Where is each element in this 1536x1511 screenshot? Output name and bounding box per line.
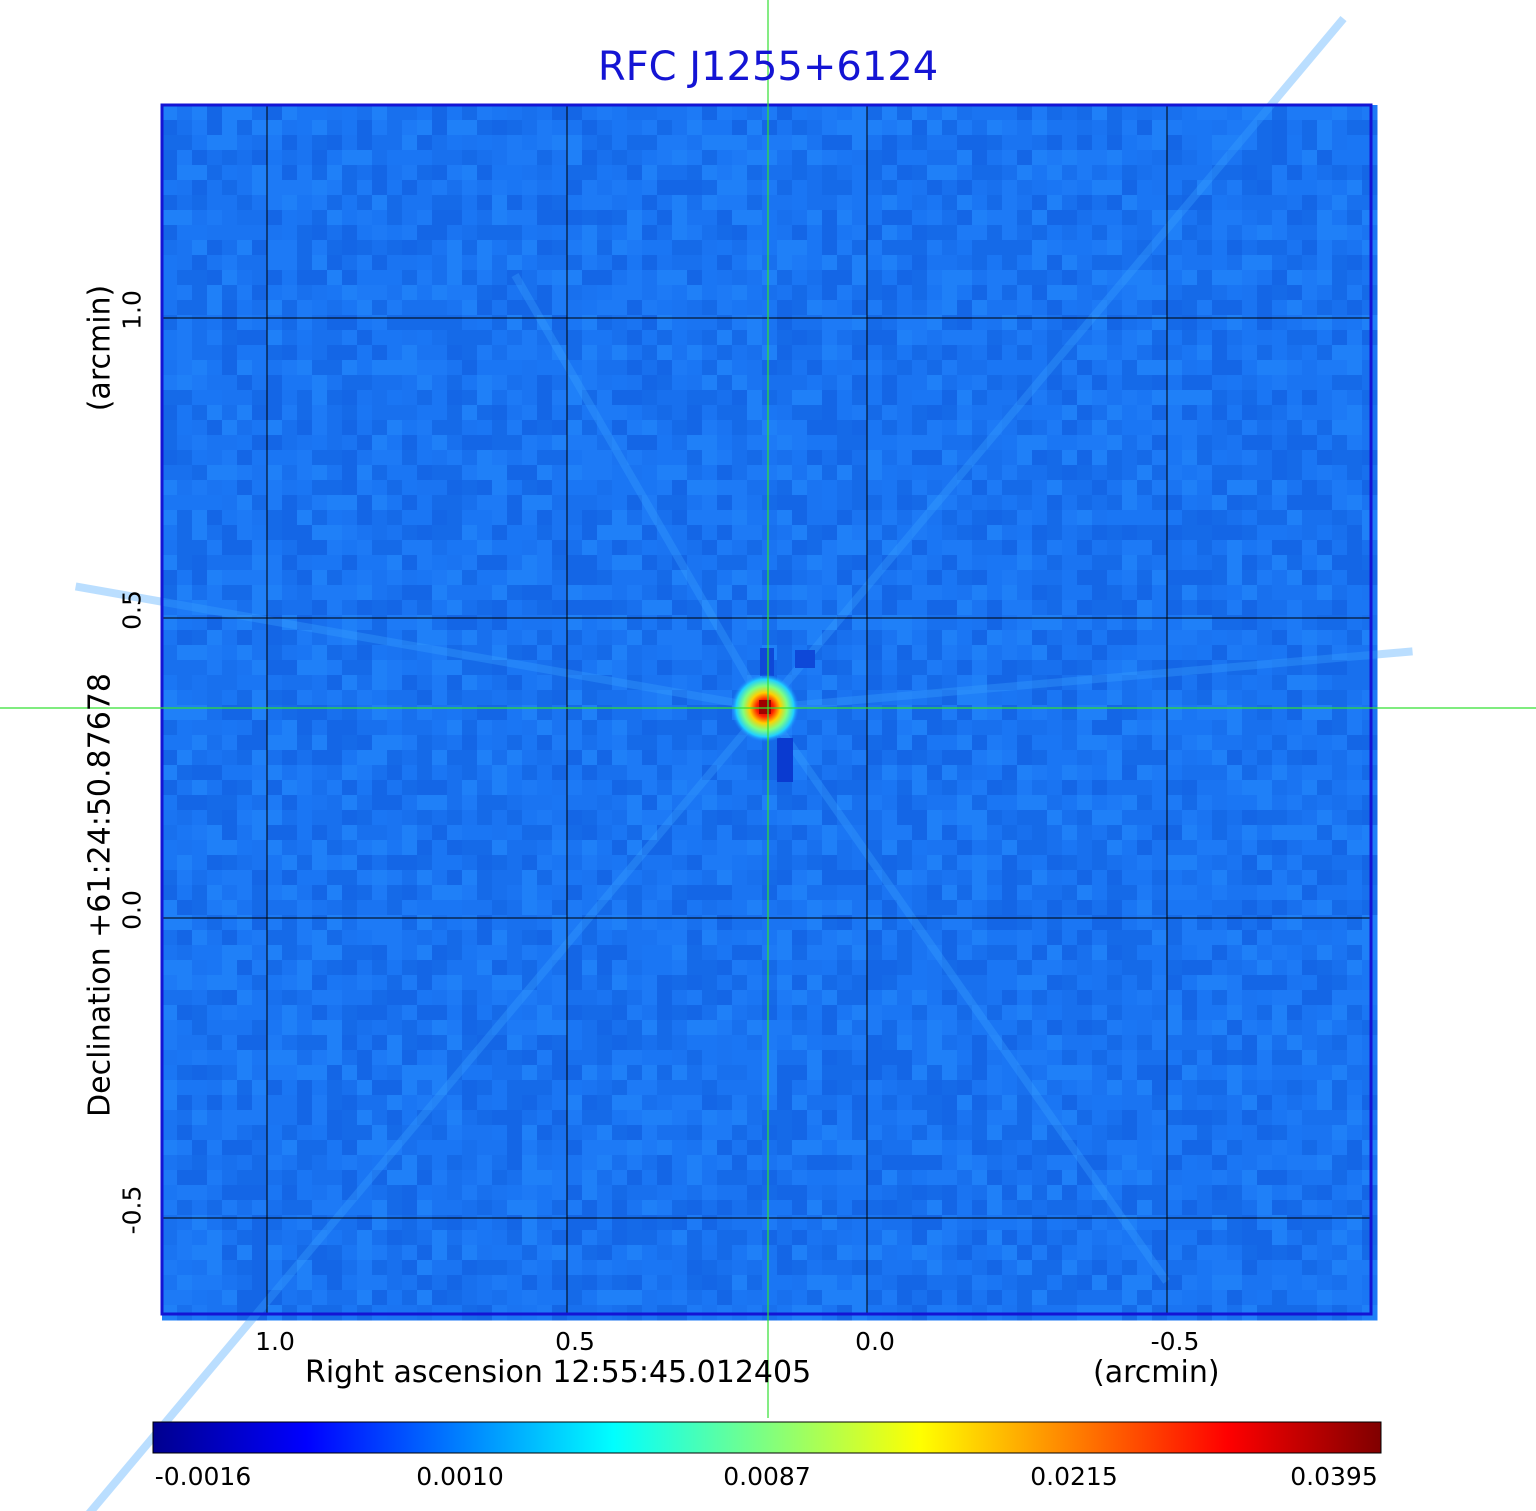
psf-streak (761, 15, 1347, 711)
coordinate-grid (160, 103, 1373, 1316)
y-tick-label: -0.5 (117, 1185, 147, 1235)
source-marks (0, 0, 1536, 1418)
psf-streak (74, 582, 766, 712)
colorbar-gradient (152, 1421, 1382, 1454)
y-tick-label: 1.0 (117, 290, 147, 330)
y-tick-label: 0.5 (117, 590, 147, 630)
negative-lobe (760, 648, 774, 676)
psf-streak (764, 647, 1413, 712)
plot-frame (160, 103, 1373, 1316)
colorbar-tick-label: -0.0016 (154, 1462, 252, 1491)
colorbar-tick-label: 0.0010 (416, 1462, 504, 1491)
x-tick-label: -0.5 (1150, 1327, 1200, 1356)
colorbar-tick-label: 0.0215 (1030, 1462, 1118, 1491)
psf-streak (85, 705, 769, 1511)
chart-title: RFC J1255+6124 (597, 44, 939, 90)
colorbar (152, 1421, 1382, 1454)
intensity-map (74, 15, 1413, 1511)
x-tick-label: 1.0 (255, 1327, 295, 1356)
x-axis-label: Right ascension 12:55:45.012405 (305, 1355, 812, 1390)
negative-lobe (777, 738, 793, 782)
y-axis-unit: (arcmin) (82, 284, 118, 412)
source-core (759, 700, 771, 714)
y-axis-label: Declination +61:24:50.87678 (82, 673, 118, 1117)
x-tick-label: 0.0 (855, 1327, 895, 1356)
x-tick-label: 0.5 (555, 1327, 595, 1356)
colorbar-tick-label: 0.0087 (723, 1462, 811, 1491)
y-tick-label: 0.0 (117, 890, 147, 930)
psf-streak (511, 272, 769, 711)
x-axis-unit: (arcmin) (1093, 1355, 1220, 1390)
negative-lobe (795, 650, 815, 668)
psf-streak (761, 705, 1170, 1284)
colorbar-tick-label: 0.0395 (1290, 1462, 1378, 1491)
